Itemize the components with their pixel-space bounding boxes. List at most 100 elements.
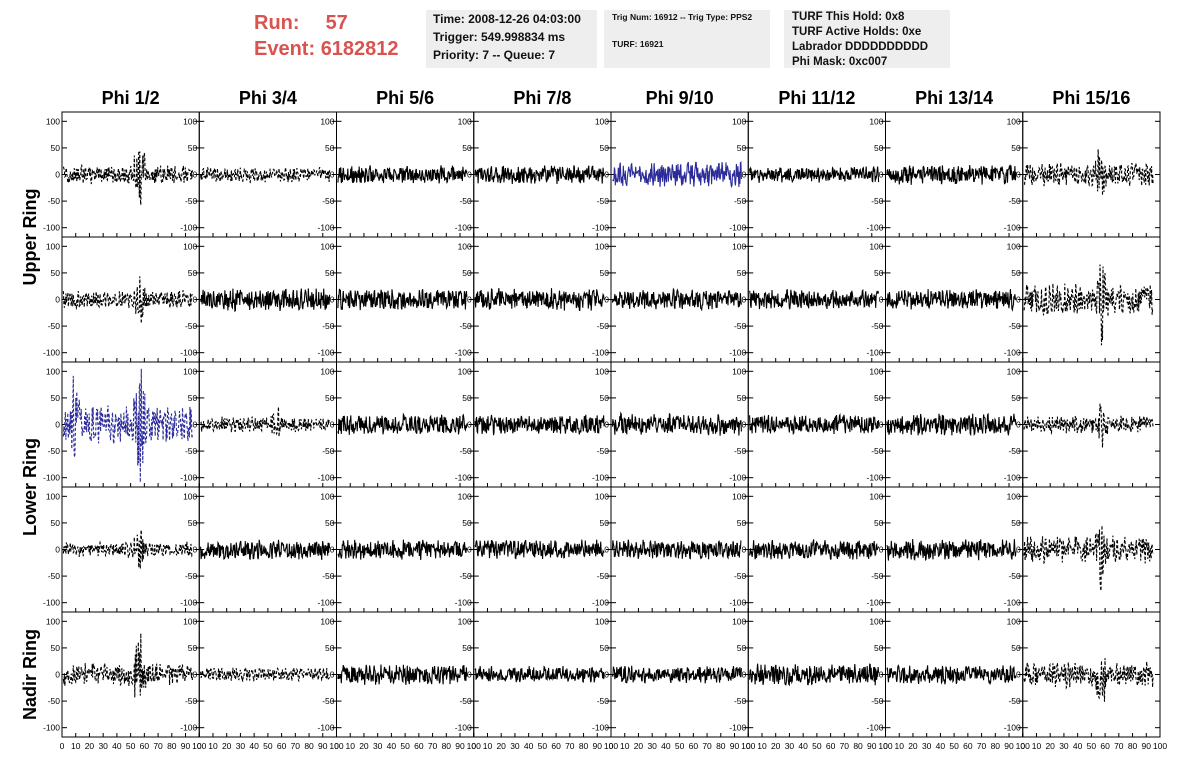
y-tick-label: -100 [866, 473, 883, 483]
y-tick-label: 0 [742, 170, 747, 180]
y-tick-label: -50 [48, 321, 61, 331]
waveform-trace [474, 539, 605, 560]
y-tick-label: 0 [879, 420, 884, 430]
x-tick-label: 70 [840, 741, 850, 751]
waveform-trace [62, 529, 193, 569]
column-header: Phi 9/10 [646, 88, 714, 108]
x-tick-label: 80 [1128, 741, 1138, 751]
y-tick-label: 100 [320, 491, 334, 501]
y-tick-label: -100 [180, 598, 197, 608]
x-tick-label: 50 [1087, 741, 1097, 751]
time-line: Time: 2008-12-26 04:03:00 [433, 12, 581, 26]
y-tick-label: -100 [43, 473, 60, 483]
y-tick-label: 50 [325, 143, 335, 153]
waveform-trace [749, 412, 880, 436]
x-tick-label: 80 [991, 741, 1001, 751]
waveform-trace [62, 368, 193, 483]
y-tick-label: -50 [322, 571, 335, 581]
y-tick-label: -50 [734, 696, 747, 706]
y-tick-label: -50 [871, 571, 884, 581]
y-tick-label: 50 [874, 643, 884, 653]
x-tick-label: 70 [565, 741, 575, 751]
y-tick-label: 0 [1016, 295, 1021, 305]
y-tick-label: 0 [467, 420, 472, 430]
x-tick-label: 0 [1020, 741, 1025, 751]
y-tick-label: 100 [1007, 116, 1021, 126]
y-tick-label: 50 [1011, 518, 1021, 528]
x-tick-label: 50 [675, 741, 685, 751]
waveform-trace [886, 289, 1017, 312]
y-tick-label: 50 [600, 643, 610, 653]
column-header: Phi 13/14 [915, 88, 993, 108]
waveform-trace [749, 663, 880, 687]
x-tick-label: 100 [1016, 741, 1030, 751]
waveform-trace [62, 633, 193, 698]
y-tick-label: 100 [46, 616, 60, 626]
y-tick-label: 50 [188, 143, 198, 153]
y-tick-label: 0 [879, 670, 884, 680]
x-tick-label: 90 [1004, 741, 1014, 751]
x-tick-label: 80 [167, 741, 177, 751]
y-tick-label: 0 [879, 170, 884, 180]
row-label: Lower Ring [20, 438, 40, 536]
y-tick-label: 0 [1016, 670, 1021, 680]
y-tick-label: 100 [595, 616, 609, 626]
y-tick-label: 0 [193, 420, 198, 430]
x-tick-label: 0 [746, 741, 751, 751]
x-tick-label: 0 [883, 741, 888, 751]
y-tick-label: 50 [462, 143, 472, 153]
y-tick-label: -100 [317, 473, 334, 483]
y-tick-label: -50 [48, 446, 61, 456]
x-tick-label: 60 [689, 741, 699, 751]
y-tick-label: -100 [729, 223, 746, 233]
y-tick-label: 100 [458, 116, 472, 126]
y-tick-label: 50 [874, 268, 884, 278]
turf-line: TURF: 16921 [612, 39, 664, 49]
waveform-trace [1023, 658, 1154, 702]
x-tick-label: 20 [222, 741, 232, 751]
x-tick-label: 100 [878, 741, 892, 751]
y-tick-label: 50 [51, 393, 61, 403]
y-tick-label: -50 [322, 321, 335, 331]
y-tick-label: 0 [193, 170, 198, 180]
x-tick-label: 50 [263, 741, 273, 751]
x-tick-label: 50 [126, 741, 136, 751]
y-tick-label: 0 [55, 170, 60, 180]
y-tick-label: 0 [1016, 420, 1021, 430]
y-tick-label: -100 [866, 723, 883, 733]
y-tick-label: 100 [732, 366, 746, 376]
x-tick-label: 20 [908, 741, 918, 751]
waveform-trace [1023, 403, 1154, 448]
waveform-trace [886, 164, 1017, 185]
y-tick-label: -100 [1004, 723, 1021, 733]
x-tick-label: 40 [798, 741, 808, 751]
y-tick-label: 100 [46, 491, 60, 501]
y-tick-label: 50 [1011, 643, 1021, 653]
waveform-trace [337, 165, 468, 185]
y-tick-label: -100 [729, 473, 746, 483]
y-tick-label: 100 [595, 366, 609, 376]
y-tick-label: 50 [325, 268, 335, 278]
y-tick-label: -100 [180, 723, 197, 733]
x-tick-label: 20 [85, 741, 95, 751]
y-tick-label: -100 [455, 723, 472, 733]
y-tick-label: -100 [455, 223, 472, 233]
y-tick-label: 100 [595, 116, 609, 126]
y-tick-label: -50 [871, 696, 884, 706]
y-tick-label: 0 [604, 295, 609, 305]
y-tick-label: 0 [742, 670, 747, 680]
waveform-trace [474, 165, 605, 185]
x-tick-label: 50 [949, 741, 959, 751]
waveform-trace [611, 665, 742, 684]
waveform-trace [1023, 264, 1154, 346]
y-tick-label: 50 [737, 518, 747, 528]
y-tick-label: 50 [737, 393, 747, 403]
y-tick-label: 0 [467, 670, 472, 680]
y-tick-label: 100 [458, 366, 472, 376]
time-trigger-box: Time: 2008-12-26 04:03:00 Trigger: 549.9… [426, 10, 597, 68]
y-tick-label: -50 [459, 321, 472, 331]
y-tick-label: 100 [595, 241, 609, 251]
column-header: Phi 1/2 [102, 88, 160, 108]
waveform-trace [749, 166, 880, 184]
y-tick-label: 0 [604, 170, 609, 180]
